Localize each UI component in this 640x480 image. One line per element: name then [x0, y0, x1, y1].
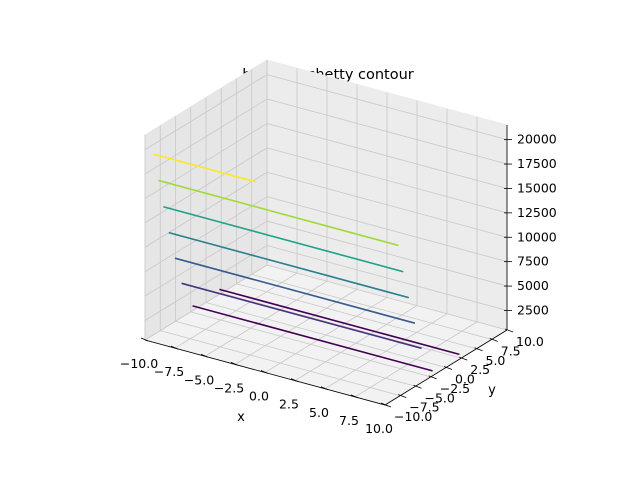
grid-line-z-left: [144, 220, 268, 297]
y-tick-label: 10.0: [516, 334, 544, 349]
y-tick-mark: [504, 328, 514, 333]
contour-line: [168, 231, 409, 299]
z-tick-label: 5000: [517, 278, 549, 293]
x-tick-label: 5.0: [309, 405, 329, 420]
z-tick-label: 10000: [517, 229, 557, 244]
grid-line-z-back: [266, 196, 508, 263]
z-tick-label: 20000: [517, 132, 557, 147]
z-axis-ticks: 2500 5000 7500 10000 12500 15000 17500 20000: [504, 132, 557, 317]
y-tick-mark: [428, 375, 437, 380]
contour-line: [219, 288, 460, 356]
grid-line-z-left: [144, 196, 268, 273]
grid-line-z-left: [144, 171, 268, 248]
grid-line-z-left: [144, 123, 268, 199]
y-axis-ticks: −10.0−7.5−5.0−2.50.02.55.07.510.0: [382, 328, 544, 424]
x-tick-mark: [200, 353, 209, 358]
z-tick-label: 12500: [517, 205, 557, 220]
x-tick-mark: [140, 337, 149, 342]
y-tick-label: 7.5: [501, 343, 521, 358]
grid-line-z-back: [266, 74, 508, 141]
y-tick-mark: [398, 394, 407, 398]
grid-line-z-left: [144, 98, 268, 175]
y-tick-mark: [459, 356, 468, 361]
y-axis-label: y: [488, 383, 496, 398]
grid-line-y-floor: [236, 283, 477, 350]
grid-line-z-back: [266, 98, 508, 165]
y-tick-label: −10.0: [394, 409, 432, 424]
y-tick-mark: [443, 366, 453, 370]
grid-line-z-back: [266, 171, 508, 238]
x-tick-mark: [320, 386, 329, 391]
contour-line: [158, 179, 399, 247]
z-tick-label: 7500: [517, 254, 549, 269]
grid-line-y-floor: [221, 292, 462, 359]
x-tick-label: 7.5: [339, 413, 359, 428]
y-tick-label: −5.0: [425, 390, 455, 405]
x-tick-label: 0.0: [249, 389, 269, 404]
x-axis-label: x: [237, 410, 245, 425]
y-tick-label: 0.0: [455, 372, 475, 387]
y-tick-mark: [489, 338, 498, 342]
grid-line-z-left: [144, 74, 268, 150]
z-tick-label: 15000: [517, 180, 557, 195]
x-tick-mark: [290, 378, 299, 382]
grid-line-y-floor: [205, 302, 447, 368]
y-tick-label: −2.5: [440, 381, 470, 396]
x-tick-label: −5.0: [184, 372, 214, 387]
y-tick-label: −7.5: [409, 400, 439, 415]
grid-line-z-left: [144, 147, 268, 224]
contour-line: [192, 305, 433, 372]
grid-line-z-back: [266, 245, 508, 311]
contour-line: [153, 153, 256, 183]
grid-line-z-left: [144, 245, 268, 321]
grid-line-y-floor: [175, 320, 416, 387]
x-axis-ticks: −10.0−7.5−5.0−2.5 0.0 2.5 5.0 7.5 10.0: [120, 337, 393, 436]
x-tick-label: −10.0: [120, 356, 158, 371]
contour-line: [174, 257, 416, 324]
x-tick-mark: [230, 362, 239, 366]
y-tick-label: 5.0: [486, 353, 506, 368]
x-tick-label: −2.5: [214, 380, 244, 395]
x-tick-label: 2.5: [279, 397, 299, 412]
y-tick-label: 2.5: [470, 362, 490, 377]
x-tick-mark: [350, 394, 359, 399]
grid-line-z-back: [266, 123, 508, 189]
grid-line-y-floor: [160, 330, 401, 397]
grid-line-y-floor: [251, 273, 492, 340]
grid-line-z-back: [266, 147, 508, 214]
z-tick-label: 17500: [517, 156, 557, 171]
x-tick-label: −7.5: [154, 364, 184, 379]
y-tick-mark: [474, 347, 483, 352]
x-tick-mark: [260, 370, 269, 374]
contour-line: [163, 205, 404, 273]
z-tick-label: 2500: [517, 302, 549, 317]
x-tick-mark: [170, 345, 179, 350]
grid-line-z-back: [266, 220, 508, 287]
contour-lines: [153, 153, 460, 372]
contour-line: [181, 282, 422, 350]
y-tick-mark: [413, 384, 422, 389]
x-tick-label: 10.0: [365, 421, 393, 436]
grid-line-y-floor: [190, 311, 431, 378]
y-tick-mark: [382, 403, 392, 408]
grid-line-y-floor: [266, 264, 508, 331]
